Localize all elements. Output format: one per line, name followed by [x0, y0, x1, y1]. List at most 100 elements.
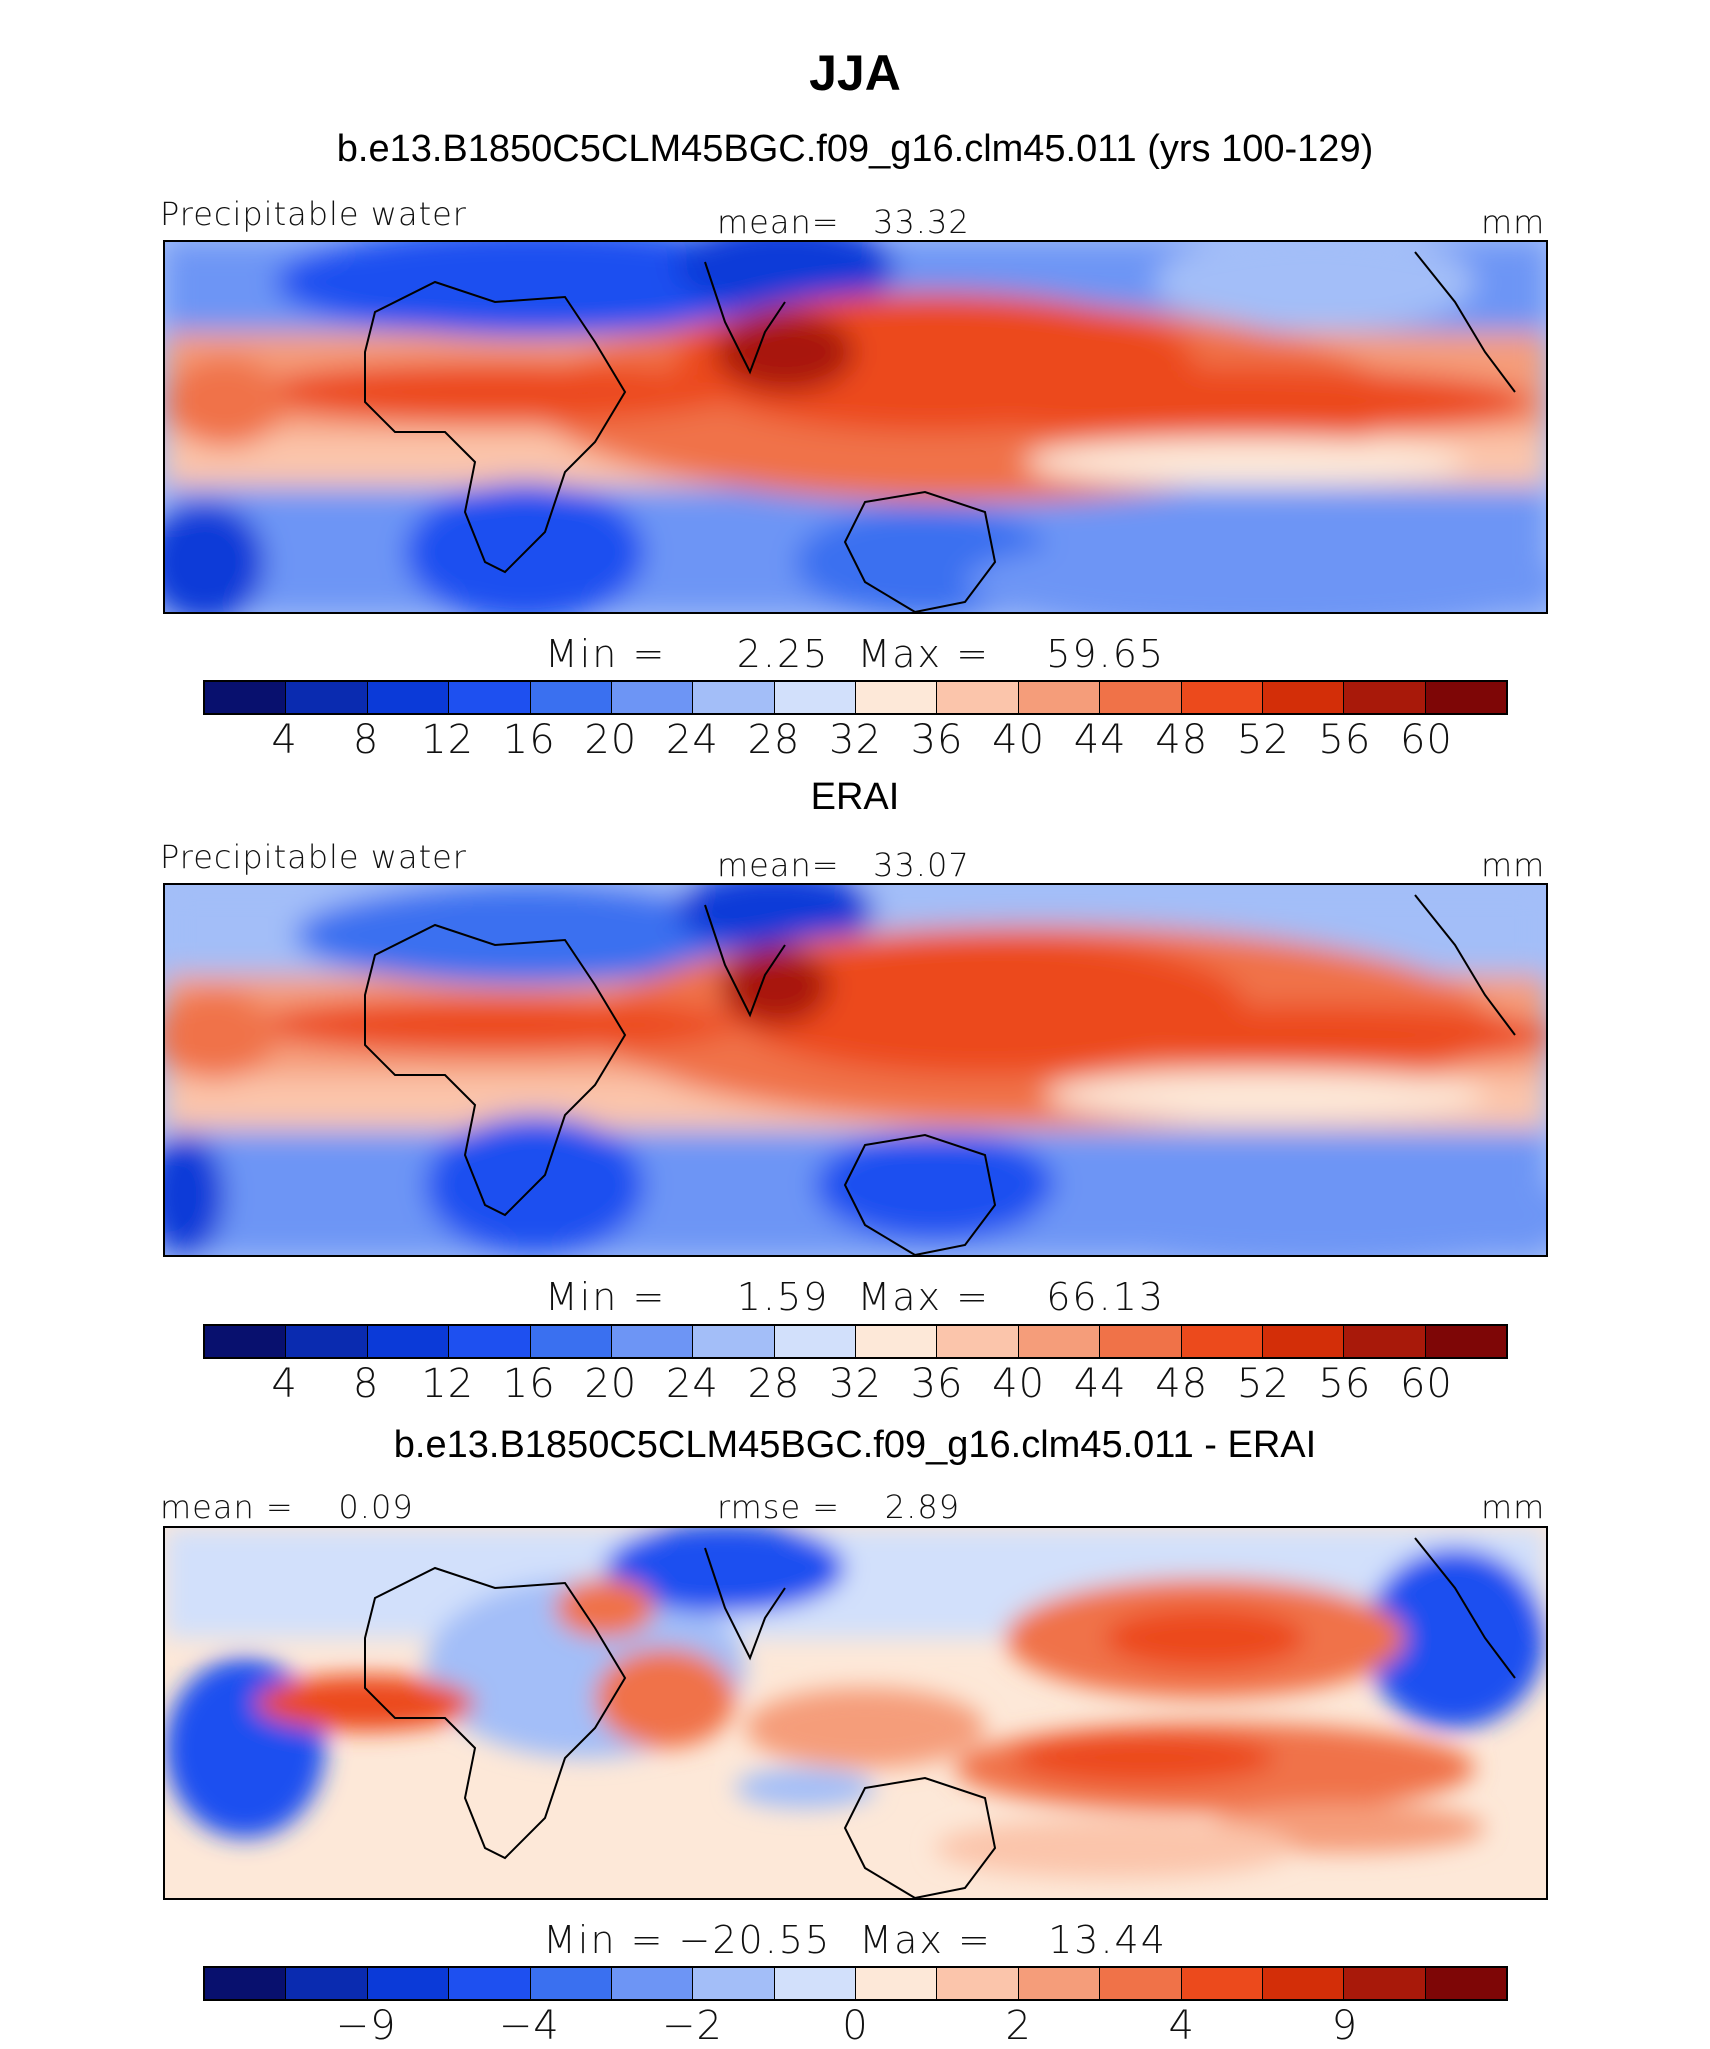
colorbar-tick-label: 52: [1236, 717, 1290, 763]
colorbar-tick-label: −4: [498, 2003, 560, 2049]
colorbar-tick-label: 48: [1155, 1361, 1209, 1407]
panel-1-minmax: Min = 2.25 Max = 59.65: [544, 632, 1166, 676]
colorbar-cell: [937, 1326, 1019, 1357]
colorbar-tick-label: −9: [335, 2003, 397, 2049]
colorbar-tick-label: 16: [502, 1361, 556, 1407]
colorbar-cell: [286, 682, 368, 713]
colorbar-cell: [693, 1326, 775, 1357]
panel-3-coastlines: [364, 1537, 1516, 1898]
colorbar-tick-label: 40: [992, 717, 1046, 763]
colorbar-cell: [1181, 682, 1263, 713]
colorbar-tick-label: 32: [829, 1361, 882, 1407]
colorbar-cell: [449, 1326, 531, 1357]
colorbar-cell: [693, 682, 775, 713]
colorbar-cell: [367, 1968, 450, 1999]
colorbar-cell: [449, 1968, 531, 1999]
panel-2-mean-label: mean= 33.07: [717, 846, 970, 884]
colorbar-cell: [774, 1968, 856, 1999]
colorbar-tick-label: 4: [271, 1361, 298, 1407]
panel-3-contour-field: [165, 1528, 1546, 1898]
panel-2-coastlines: [364, 894, 1516, 1255]
panel-2-map: [163, 883, 1548, 1257]
colorbar-cell: [1100, 1326, 1182, 1357]
colorbar-tick-label: 2: [1005, 2003, 1032, 2049]
colorbar-cell: [1181, 1968, 1263, 1999]
colorbar-cell: [367, 1326, 450, 1357]
panel-1-mean-label: mean= 33.32: [717, 203, 970, 241]
colorbar-cell: [205, 1326, 287, 1357]
colorbar-tick-label: 48: [1155, 717, 1209, 763]
colorbar-tick-label: 8: [352, 1361, 380, 1407]
colorbar-tick-label: 28: [747, 717, 801, 763]
panel-3-colorbar: [203, 1966, 1508, 2001]
colorbar-cell: [367, 682, 450, 713]
colorbar-cell: [611, 682, 694, 713]
colorbar-cell: [774, 682, 856, 713]
panel-2-units-label: mm: [1481, 846, 1546, 884]
colorbar-cell: [1262, 1326, 1345, 1357]
panel-1-coastlines: [364, 251, 1516, 612]
panel-2-variable-label: Precipitable water: [160, 838, 467, 876]
colorbar-tick-label: 4: [1168, 2003, 1195, 2049]
colorbar-cell: [1018, 1968, 1101, 1999]
colorbar-cell: [774, 1326, 856, 1357]
colorbar-cell: [856, 682, 938, 713]
colorbar-tick-label: 20: [584, 717, 638, 763]
colorbar-cell: [1018, 682, 1101, 713]
panel-3-rmse-label: rmse = 2.89: [717, 1488, 961, 1526]
colorbar-cell: [1344, 682, 1426, 713]
colorbar-tick-label: 44: [1073, 717, 1127, 763]
colorbar-tick-label: 8: [352, 717, 380, 763]
colorbar-cell: [1262, 1968, 1345, 1999]
colorbar-tick-label: 20: [584, 1361, 638, 1407]
panel-2-subtitle: ERAI: [810, 776, 900, 818]
colorbar-cell: [1344, 1326, 1426, 1357]
colorbar-tick-label: 32: [829, 717, 882, 763]
colorbar-tick-label: 44: [1073, 1361, 1127, 1407]
colorbar-tick-label: 60: [1399, 1361, 1453, 1407]
panel-3-map: [163, 1526, 1548, 1900]
colorbar-tick-label: 36: [910, 717, 964, 763]
colorbar-cell: [530, 1326, 612, 1357]
colorbar-cell: [1181, 1326, 1263, 1357]
panel-1-units-label: mm: [1481, 203, 1546, 241]
colorbar-cell: [611, 1968, 694, 1999]
colorbar-cell: [1425, 1968, 1506, 1999]
panel-2-minmax: Min = 1.59 Max = 66.13: [544, 1275, 1166, 1319]
panel-3-subtitle: b.e13.B1850C5CLM45BGC.f09_g16.clm45.011 …: [393, 1424, 1317, 1466]
colorbar-cell: [286, 1326, 368, 1357]
colorbar-cell: [205, 682, 287, 713]
panel-1-contour-field: [165, 242, 1546, 612]
colorbar-cell: [449, 682, 531, 713]
colorbar-cell: [530, 1968, 612, 1999]
panel-1-variable-label: Precipitable water: [160, 195, 467, 233]
colorbar-cell: [1018, 1326, 1101, 1357]
colorbar-cell: [1100, 1968, 1182, 1999]
colorbar-tick-label: 60: [1399, 717, 1453, 763]
colorbar-tick-label: 24: [665, 1361, 719, 1407]
colorbar-tick-label: 24: [665, 717, 719, 763]
colorbar-cell: [1100, 682, 1182, 713]
colorbar-tick-label: 52: [1236, 1361, 1290, 1407]
colorbar-cell: [205, 1968, 287, 1999]
colorbar-cell: [856, 1968, 938, 1999]
colorbar-cell: [1425, 682, 1506, 713]
colorbar-tick-label: 36: [910, 1361, 964, 1407]
colorbar-tick-label: 4: [271, 717, 298, 763]
panel-2-contour-field: [165, 885, 1546, 1255]
panel-2-colorbar: [203, 1324, 1508, 1359]
panel-1-subtitle: b.e13.B1850C5CLM45BGC.f09_g16.clm45.011 …: [336, 128, 1374, 170]
colorbar-cell: [1425, 1326, 1506, 1357]
colorbar-tick-label: 56: [1318, 717, 1372, 763]
colorbar-cell: [530, 682, 612, 713]
colorbar-cell: [693, 1968, 775, 1999]
colorbar-cell: [1262, 682, 1345, 713]
colorbar-tick-label: 28: [747, 1361, 801, 1407]
colorbar-cell: [856, 1326, 938, 1357]
figure-title: JJA: [809, 45, 901, 101]
panel-1-map: [163, 240, 1548, 614]
panel-3-minmax: Min = −20.55 Max = 13.44: [543, 1918, 1167, 1962]
colorbar-tick-label: −2: [661, 2003, 723, 2049]
colorbar-cell: [937, 682, 1019, 713]
colorbar-cell: [286, 1968, 368, 1999]
